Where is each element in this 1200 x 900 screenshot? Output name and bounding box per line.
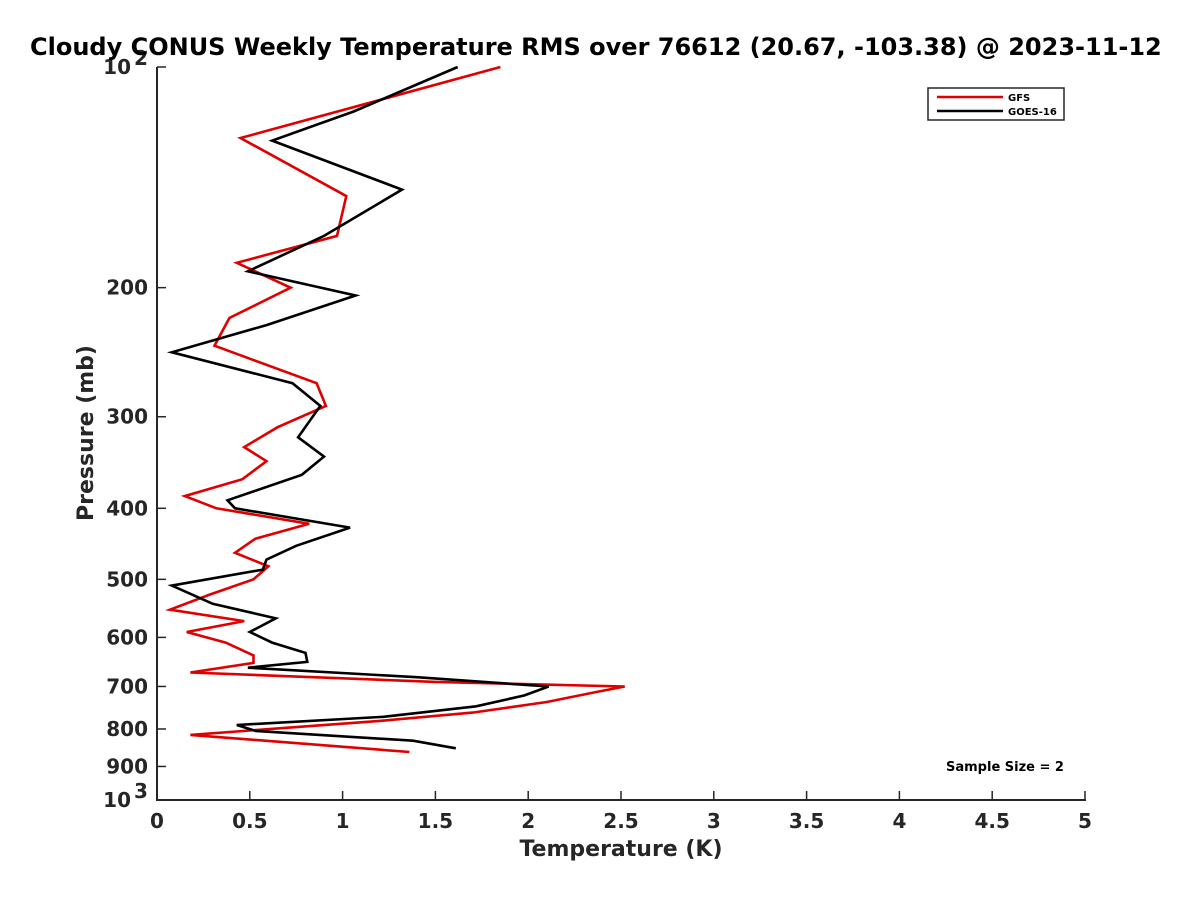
x-tick-label: 4 (892, 809, 906, 833)
y-tick-label: 600 (106, 625, 148, 649)
legend: GFS GOES-16 (927, 87, 1065, 121)
y-tick-label: 500 (106, 567, 148, 591)
y-tick-label: 200 (106, 276, 148, 300)
plot-area (157, 67, 1085, 800)
sample-size-annotation: Sample Size = 2 (946, 760, 1064, 775)
series-line-goes-16 (166, 65, 550, 750)
x-tick-label: 4.5 (974, 809, 1009, 833)
x-axis-label: Temperature (K) (519, 837, 722, 862)
legend-label-goes-16: GOES-16 (1008, 107, 1057, 118)
y-axis-label: Pressure (mb) (74, 345, 99, 521)
y-tick-label: 400 (106, 496, 148, 520)
y-tick-label: 300 (106, 405, 148, 429)
chart-title: Cloudy CONUS Weekly Temperature RMS over… (30, 33, 1162, 61)
x-tick-label: 0.5 (232, 809, 267, 833)
ticks-layer: 0 0.5 1 1.5 2 2.5 3 3.5 4 4.5 510 22003004005006007… (103, 46, 1092, 833)
y-tick-label: 900 (106, 754, 148, 778)
series-line-gfs (164, 65, 625, 754)
plot-background (157, 67, 1085, 800)
y-tick-exponent: 2 (134, 46, 148, 70)
y-tick-label: 10 (103, 788, 131, 812)
series-layer (164, 65, 625, 754)
x-tick-label: 2 (521, 809, 535, 833)
y-tick-exponent: 3 (134, 779, 148, 803)
x-tick-label: 3.5 (789, 809, 824, 833)
y-tick-label: 10 (103, 55, 131, 79)
y-tick-label: 800 (106, 717, 148, 741)
x-tick-label: 1.5 (418, 809, 453, 833)
y-tick-label: 700 (106, 674, 148, 698)
x-tick-label: 2.5 (603, 809, 638, 833)
legend-label-gfs: GFS (1008, 93, 1030, 104)
legend-box (927, 87, 1065, 121)
x-tick-label: 1 (336, 809, 350, 833)
x-tick-label: 0 (150, 809, 164, 833)
x-tick-label: 5 (1078, 809, 1092, 833)
x-tick-label: 3 (707, 809, 721, 833)
